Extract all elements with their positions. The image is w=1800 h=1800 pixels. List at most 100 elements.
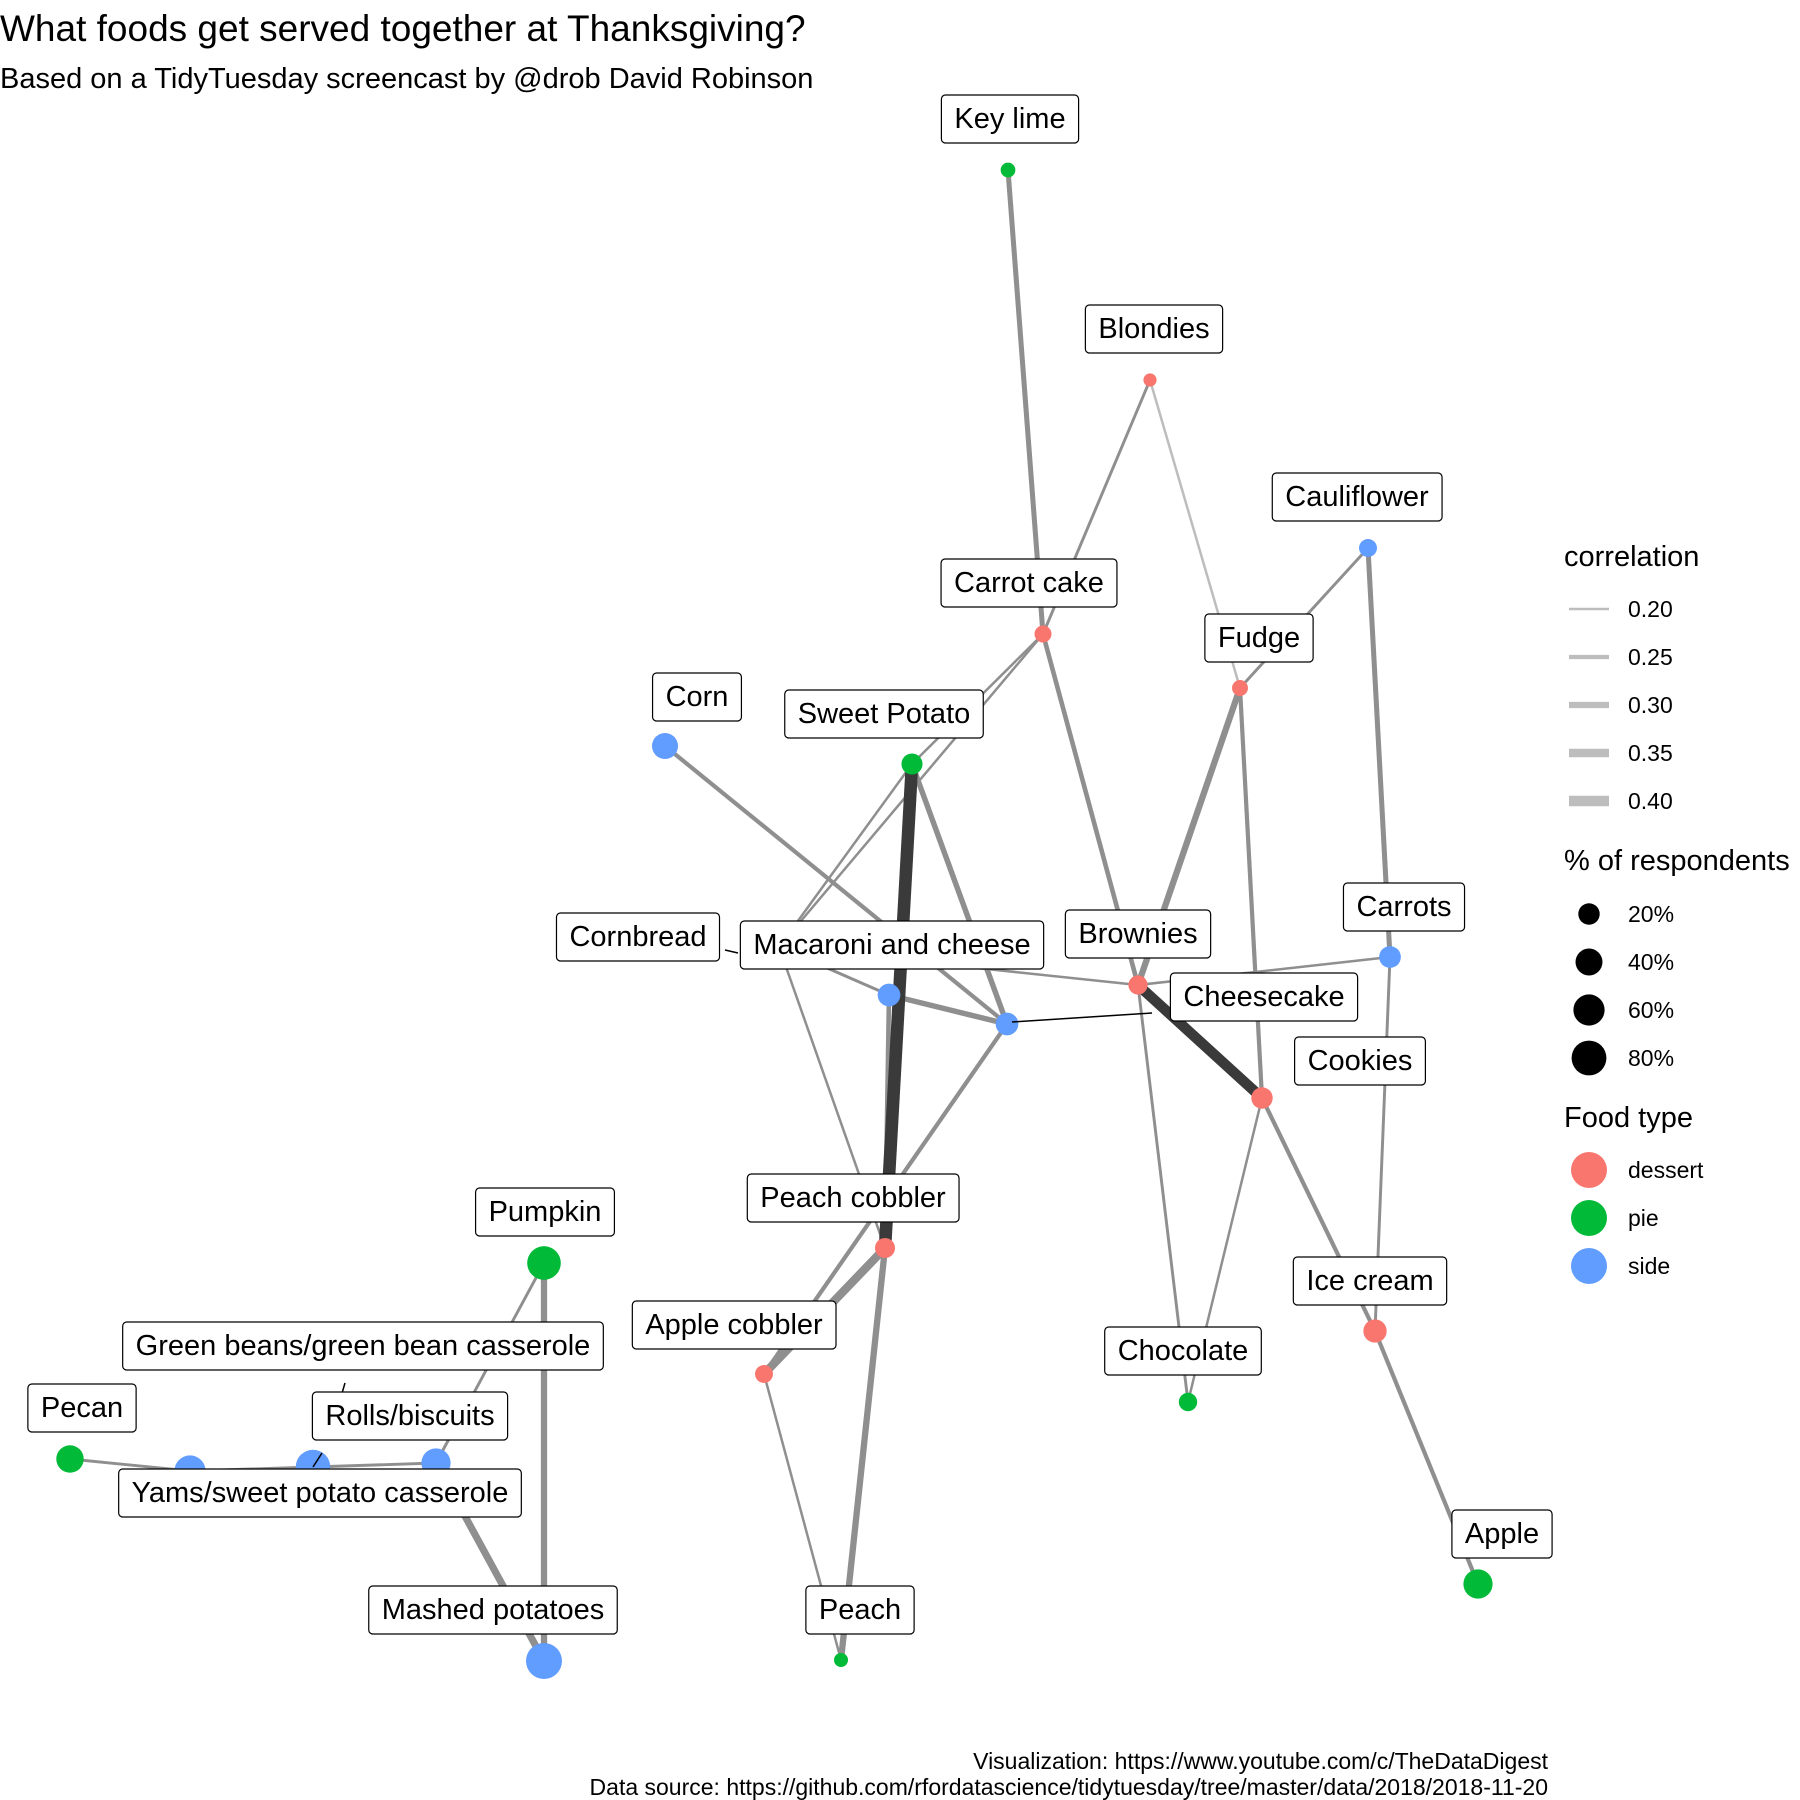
node-label-chocolate: Chocolate: [1104, 1326, 1262, 1376]
legend-correlation-entries: 0.20 0.25 0.30 0.35 0.40: [1569, 596, 1673, 814]
label-text: Rolls/biscuits: [325, 1400, 494, 1432]
edge-sweet-potato-macaroni-and-cheese: [909, 763, 1010, 1025]
edge-corn-macaroni-and-cheese: [663, 744, 1009, 1026]
label-text: Green beans/green bean casserole: [136, 1330, 591, 1362]
legend-title-correlation: correlation: [1564, 541, 1699, 573]
node-ice-cream: [1363, 1319, 1387, 1343]
edge-cornbread-macaroni-and-cheese: [888, 992, 1008, 1027]
label-box: [739, 920, 1045, 970]
label-box: [940, 558, 1118, 608]
label-text: Key lime: [954, 103, 1065, 135]
label-text: Macaroni and cheese: [753, 929, 1030, 961]
legend-respondents-label: 80%: [1628, 1045, 1674, 1071]
label-text: Sweet Potato: [798, 698, 971, 730]
label-text: Cheesecake: [1183, 981, 1344, 1013]
label-box: [311, 1391, 509, 1441]
node-label-peach: Peach: [805, 1585, 915, 1635]
legend-food-type-key-side: [1571, 1248, 1607, 1284]
label-text: Cookies: [1308, 1045, 1413, 1077]
legend-food-type-key-dessert: [1571, 1152, 1607, 1188]
edge-fudge-cookies: [1237, 687, 1265, 1099]
label-box: [631, 1300, 837, 1350]
node-peach-cobbler: [875, 1238, 895, 1258]
label-text: Peach: [819, 1594, 901, 1626]
legend-correlation-label: 0.40: [1628, 788, 1673, 814]
label-box: [27, 1383, 137, 1433]
legend-food-type-key-pie: [1571, 1200, 1607, 1236]
label-text: Mashed potatoes: [382, 1594, 604, 1626]
node-label-mashed-potatoes: Mashed potatoes: [368, 1585, 618, 1635]
label-box: [1292, 1256, 1448, 1306]
node-brownies: [1128, 975, 1148, 995]
legend-correlation-label: 0.30: [1628, 692, 1673, 718]
label-text: Yams/sweet potato casserole: [132, 1477, 509, 1509]
legend-food-type-label: dessert: [1628, 1157, 1704, 1183]
node-fudge: [1232, 680, 1248, 696]
node-cookies: [1251, 1087, 1273, 1109]
node-key-lime: [1000, 162, 1016, 178]
legend-respondents-entries: 20% 40% 60% 80%: [1571, 901, 1674, 1076]
label-leader-rolls-biscuits: [312, 1452, 323, 1468]
node-chocolate: [1178, 1392, 1198, 1412]
legend-correlation-label: 0.35: [1628, 740, 1673, 766]
label-text: Carrots: [1356, 891, 1451, 923]
node-label-pumpkin: Pumpkin: [474, 1187, 616, 1237]
node-label-peach-cobbler: Peach cobbler: [746, 1173, 960, 1223]
legend-title-respondents: % of respondents: [1564, 845, 1790, 877]
edge-key-lime-carrot-cake: [1005, 169, 1046, 635]
caption-visualization: Visualization: https://www.youtube.com/c…: [973, 1748, 1548, 1774]
legend-title-food-type: Food type: [1564, 1102, 1693, 1134]
node-label-key-lime: Key lime: [940, 94, 1080, 144]
label-box: [1271, 472, 1443, 522]
node-label-cornbread: Cornbread: [555, 912, 721, 962]
legend-respondents-key: [1571, 1040, 1607, 1076]
node-label-rolls-biscuits: Rolls/biscuits: [311, 1391, 509, 1441]
label-text: Ice cream: [1306, 1265, 1433, 1297]
label-box: [940, 94, 1080, 144]
legend-food-type-label: pie: [1628, 1205, 1659, 1231]
legend-respondents-label: 40%: [1628, 949, 1674, 975]
node-label-fudge: Fudge: [1204, 613, 1314, 663]
label-text: Carrot cake: [954, 567, 1104, 599]
label-text: Peach cobbler: [760, 1182, 946, 1214]
label-box: [118, 1468, 522, 1518]
node-carrot-cake: [1034, 625, 1052, 643]
node-cornbread: [877, 983, 901, 1007]
node-label-sweet-potato: Sweet Potato: [784, 689, 984, 739]
legend-respondents-label: 60%: [1628, 997, 1674, 1023]
node-pumpkin: [527, 1246, 561, 1280]
legend-respondents-label: 20%: [1628, 901, 1674, 927]
chart-subtitle: Based on a TidyTuesday screencast by @dr…: [0, 63, 813, 95]
label-leader-cornbread: [724, 949, 739, 954]
legend-respondents-key: [1578, 903, 1600, 925]
node-peach: [834, 1653, 848, 1667]
node-label-yams-sweet-potato-casserole: Yams/sweet potato casserole: [118, 1468, 522, 1518]
node-label-carrot-cake: Carrot cake: [940, 558, 1118, 608]
label-text: Blondies: [1098, 313, 1209, 345]
label-box: [1084, 304, 1224, 354]
label-box: [746, 1173, 960, 1223]
legend-food-type-label: side: [1628, 1253, 1670, 1279]
label-box: [122, 1321, 604, 1371]
label-text: Chocolate: [1118, 1335, 1249, 1367]
node-label-green-beans-green-bean-casserole: Green beans/green bean casserole: [122, 1321, 604, 1371]
node-apple: [1463, 1569, 1493, 1599]
node-label-corn: Corn: [651, 672, 743, 722]
node-cauliflower: [1359, 539, 1377, 557]
label-text: Pumpkin: [489, 1196, 602, 1228]
label-box: [1204, 613, 1314, 663]
label-box: [1169, 972, 1359, 1022]
label-box: [1294, 1036, 1426, 1086]
label-box: [474, 1187, 616, 1237]
node-label-cookies: Cookies: [1294, 1036, 1426, 1086]
node-mashed-potatoes: [526, 1643, 562, 1679]
label-text: Fudge: [1218, 622, 1300, 654]
legend-correlation-label: 0.20: [1628, 596, 1673, 622]
edge-rolls-biscuits-yams-sweet-potato-casserole: [312, 1461, 437, 1469]
label-text: Cornbread: [569, 921, 706, 953]
label-box: [1104, 1326, 1262, 1376]
node-label-cauliflower: Cauliflower: [1271, 472, 1443, 522]
node-macaroni-and-cheese: [995, 1012, 1019, 1036]
label-box: [651, 672, 743, 722]
